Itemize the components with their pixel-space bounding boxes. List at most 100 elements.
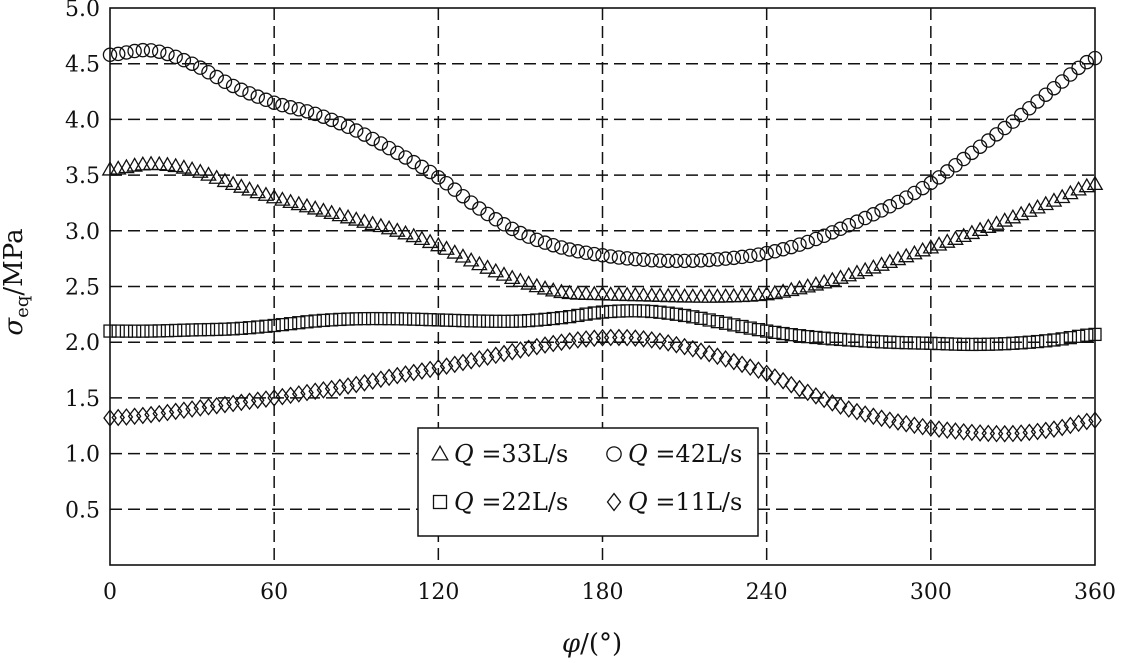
y-tick-label: 3.0 xyxy=(65,220,100,245)
data-point-square xyxy=(1047,333,1061,347)
data-point-diamond xyxy=(349,375,364,394)
y-tick-label: 4.0 xyxy=(65,108,100,133)
data-point-square xyxy=(259,319,273,333)
data-point-triangle xyxy=(979,218,997,233)
data-point-square xyxy=(546,311,560,326)
data-point-circle xyxy=(1079,54,1095,70)
data-point-diamond xyxy=(439,357,454,375)
data-point-circle xyxy=(357,127,372,142)
data-point-diamond xyxy=(866,407,881,426)
data-point-diamond xyxy=(784,375,799,394)
data-point-triangle xyxy=(832,269,849,284)
data-point-square xyxy=(210,322,224,337)
data-point-circle xyxy=(636,252,651,268)
data-point-circle xyxy=(406,154,421,170)
data-point-square xyxy=(702,313,716,327)
data-point-square xyxy=(472,314,487,328)
y-tick-label: 1.0 xyxy=(65,443,100,468)
data-point-circle xyxy=(743,248,758,264)
legend-label: Q =33L/s xyxy=(454,440,568,468)
y-axis-label: σeq/MPa xyxy=(0,228,33,335)
data-point-diamond xyxy=(841,400,856,418)
data-point-circle xyxy=(1030,94,1045,109)
x-tick-label: 180 xyxy=(582,580,624,605)
data-point-square xyxy=(111,324,125,338)
data-point-circle xyxy=(825,225,840,240)
data-point-square xyxy=(981,337,995,351)
legend-box xyxy=(417,427,759,537)
data-point-triangle xyxy=(643,287,661,302)
data-point-diamond xyxy=(571,331,585,349)
data-point-triangle xyxy=(315,202,332,217)
data-point-square xyxy=(374,311,388,326)
data-point-square xyxy=(415,312,429,327)
legend-items: Q =33L/s Q =42L/sQ =22L/s Q =11L/s xyxy=(431,440,742,516)
data-point-triangle xyxy=(430,236,447,252)
data-point-triangle xyxy=(676,288,693,303)
data-point-diamond xyxy=(587,329,602,348)
data-point-diamond xyxy=(546,334,561,353)
data-point-circle xyxy=(669,253,684,269)
data-point-square xyxy=(612,304,626,318)
data-point-diamond xyxy=(160,403,175,422)
data-point-circle xyxy=(275,97,290,113)
data-point-triangle xyxy=(462,251,480,267)
data-point-circle xyxy=(250,89,265,104)
x-axis-label-main: φ xyxy=(562,629,581,659)
data-point-circle xyxy=(373,136,389,151)
data-point-diamond xyxy=(850,402,864,421)
data-point-triangle xyxy=(159,156,176,172)
data-point-square xyxy=(242,321,257,335)
data-point-triangle xyxy=(241,181,258,196)
data-point-diamond xyxy=(702,344,717,363)
data-point-diamond xyxy=(283,386,298,405)
data-point-square xyxy=(784,328,798,342)
data-point-circle xyxy=(767,244,783,259)
data-point-diamond xyxy=(275,387,290,406)
data-point-diamond xyxy=(497,344,511,363)
data-point-diamond xyxy=(981,424,996,443)
data-point-circle xyxy=(455,188,471,204)
data-point-diamond xyxy=(718,350,733,368)
data-point-triangle xyxy=(298,197,316,213)
data-point-square xyxy=(768,325,782,340)
data-point-diamond xyxy=(685,339,700,358)
legend-label: Q =11L/s xyxy=(628,488,742,516)
data-point-triangle xyxy=(479,259,496,274)
data-point-square xyxy=(423,313,437,327)
data-point-diamond xyxy=(694,342,708,360)
data-point-triangle xyxy=(372,217,390,233)
data-point-circle xyxy=(562,242,577,257)
data-point-circle xyxy=(792,237,807,252)
data-point-circle xyxy=(307,106,323,122)
data-point-triangle xyxy=(446,244,464,259)
data-point-diamond xyxy=(472,350,487,368)
data-point-diamond xyxy=(989,424,1004,443)
data-point-diamond xyxy=(300,383,314,402)
data-point-square xyxy=(1071,329,1086,343)
data-point-circle xyxy=(554,240,569,255)
data-point-square xyxy=(185,323,199,337)
legend-label-q: Q xyxy=(628,440,648,468)
legend-marker-square xyxy=(432,494,448,510)
data-point-square xyxy=(563,309,577,324)
data-point-diamond xyxy=(111,408,126,427)
data-point-circle xyxy=(890,194,906,210)
data-point-diamond xyxy=(562,332,577,350)
data-point-square xyxy=(858,334,872,348)
data-point-triangle xyxy=(233,178,250,193)
data-point-diamond xyxy=(891,413,905,431)
data-point-diamond xyxy=(636,329,651,348)
data-point-triangle xyxy=(249,183,267,199)
data-point-diamond xyxy=(538,336,552,354)
data-point-diamond xyxy=(1006,424,1020,443)
data-point-circle xyxy=(414,159,430,175)
data-point-triangle xyxy=(873,256,890,271)
data-point-diamond xyxy=(1030,422,1045,441)
data-point-square xyxy=(998,337,1012,351)
data-point-diamond xyxy=(456,353,470,372)
data-point-circle xyxy=(258,92,274,108)
legend-label-q: Q xyxy=(628,488,648,516)
data-point-circle xyxy=(775,242,791,257)
data-point-diamond xyxy=(1055,418,1069,437)
